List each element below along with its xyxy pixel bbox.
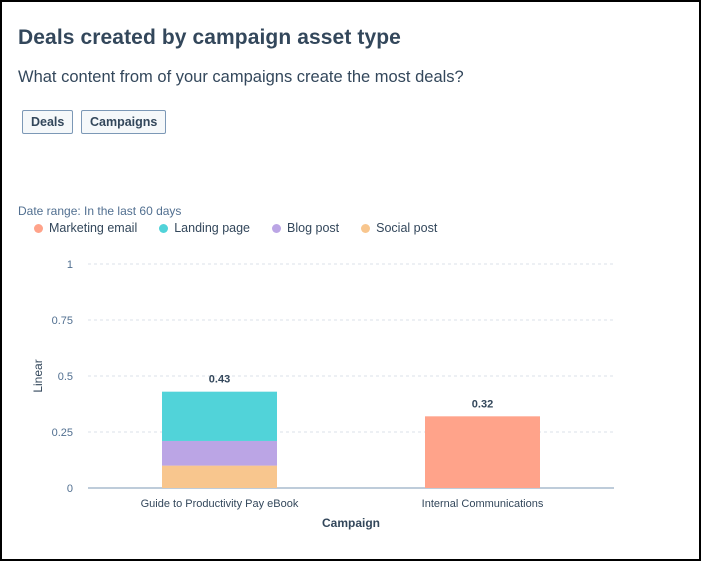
legend-swatch [361, 223, 371, 233]
tag-campaigns[interactable]: Campaigns [81, 110, 167, 134]
legend-label: Social post [376, 221, 438, 235]
bar-segment-blog-post [162, 440, 277, 466]
bar-segment-social-post [162, 465, 277, 488]
chart-legend: Marketing email Landing page Blog post Soci… [34, 221, 437, 235]
legend-item-landing-page[interactable]: Landing page [159, 221, 250, 235]
report-title: Deals created by campaign asset type [18, 26, 401, 49]
y-axis-title: Linear [31, 359, 45, 392]
legend-swatch [34, 223, 43, 233]
y-tick-label: 0.5 [58, 371, 73, 383]
bar-segment-landing-page [162, 391, 277, 441]
legend-item-blog-post[interactable]: Blog post [272, 221, 339, 235]
bar-total-label: 0.32 [472, 398, 493, 410]
legend-label: Landing page [174, 221, 251, 235]
legend-item-social-post[interactable]: Social post [361, 221, 437, 235]
y-tick-label: 0.25 [52, 427, 73, 439]
report-subtitle: What content from of your campaigns crea… [18, 68, 464, 86]
x-category-label: Internal Communications [422, 498, 544, 510]
legend-label: Marketing email [49, 221, 138, 235]
y-tick-label: 0 [67, 483, 73, 495]
legend-item-marketing-email[interactable]: Marketing email [34, 221, 137, 235]
y-tick-label: 1 [67, 259, 73, 271]
legend-swatch [272, 223, 282, 233]
legend-swatch [159, 223, 169, 233]
bar-total-label: 0.43 [209, 374, 230, 386]
bar-segment-marketing-email [425, 416, 540, 488]
legend-label: Blog post [287, 221, 340, 235]
tag-deals[interactable]: Deals [22, 110, 74, 134]
y-tick-label: 0.75 [52, 315, 73, 327]
date-range-label: Date range: In the last 60 days [18, 204, 182, 218]
x-axis-title: Campaign [322, 516, 380, 530]
x-category-label: Guide to Productivity Pay eBook [141, 498, 299, 510]
